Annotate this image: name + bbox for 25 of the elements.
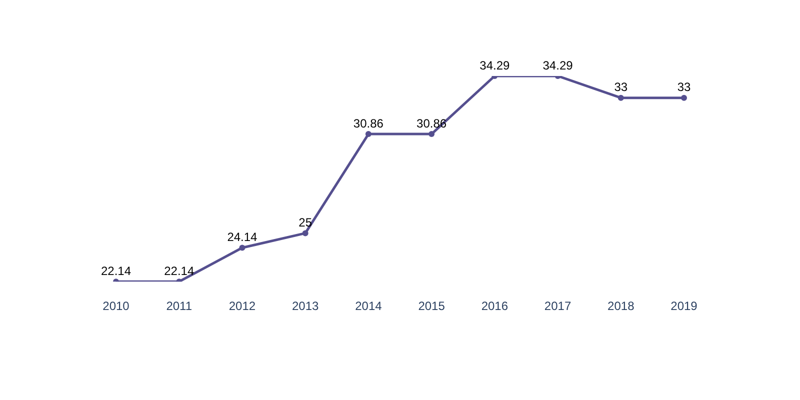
- data-label: 33: [614, 80, 628, 94]
- point: [239, 244, 246, 251]
- x-tick-label: 2016: [481, 299, 508, 314]
- x-tick-label: 2017: [544, 299, 572, 314]
- point: [365, 131, 372, 138]
- data-label: 22.14: [100, 264, 132, 278]
- data-label: 33: [677, 80, 691, 94]
- data-label: 30.86: [353, 116, 384, 130]
- x-tick-label: 2018: [608, 299, 635, 314]
- point: [681, 94, 687, 101]
- point: [428, 131, 435, 138]
- data-label: 34.29: [542, 58, 574, 72]
- point: [618, 94, 624, 101]
- data-label: 24.14: [227, 230, 258, 244]
- x-tick-label: 2015: [418, 299, 446, 314]
- x-tick-label: 2012: [228, 299, 256, 314]
- x-tick-label: 2011: [166, 299, 192, 314]
- x-tick-label: 2019: [670, 299, 698, 314]
- point: [302, 230, 308, 236]
- x-tick-label: 2014: [355, 299, 382, 314]
- data-label: 22.14: [164, 264, 194, 278]
- x-tick-label: 2013: [292, 299, 320, 314]
- x-tick-label: 2010: [102, 299, 130, 314]
- data-label: 25: [298, 216, 312, 230]
- data-label: 34.29: [480, 58, 510, 72]
